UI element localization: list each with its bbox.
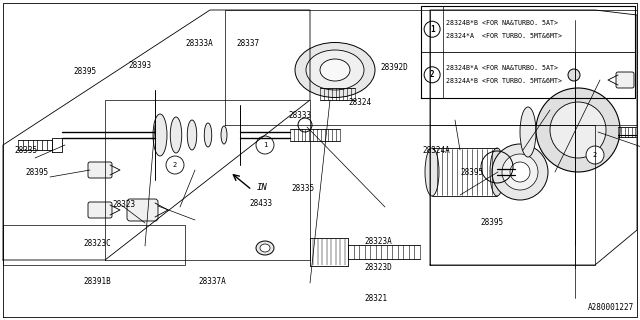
Circle shape bbox=[510, 162, 530, 182]
Circle shape bbox=[550, 102, 606, 158]
Text: 28324A*B <FOR TURBO. 5MT&6MT>: 28324A*B <FOR TURBO. 5MT&6MT> bbox=[446, 78, 562, 84]
Text: 28392D: 28392D bbox=[381, 63, 408, 72]
Text: 28395: 28395 bbox=[480, 218, 503, 227]
Text: 28335: 28335 bbox=[291, 184, 314, 193]
Text: 2: 2 bbox=[430, 70, 435, 79]
Text: 28324*A  <FOR TURBO. 5MT&6MT>: 28324*A <FOR TURBO. 5MT&6MT> bbox=[446, 33, 562, 39]
FancyBboxPatch shape bbox=[127, 199, 158, 221]
Text: 28323: 28323 bbox=[112, 200, 135, 209]
FancyBboxPatch shape bbox=[616, 72, 634, 88]
Text: 2: 2 bbox=[593, 152, 597, 158]
Ellipse shape bbox=[593, 121, 600, 143]
Text: 28335: 28335 bbox=[14, 146, 37, 155]
Text: 28337: 28337 bbox=[237, 39, 260, 48]
Text: 28391B: 28391B bbox=[83, 277, 111, 286]
Ellipse shape bbox=[490, 148, 504, 196]
Circle shape bbox=[568, 69, 580, 81]
FancyBboxPatch shape bbox=[88, 202, 112, 218]
Text: 28337A: 28337A bbox=[198, 277, 226, 286]
Ellipse shape bbox=[153, 114, 167, 156]
Ellipse shape bbox=[256, 241, 274, 255]
Text: 28395: 28395 bbox=[26, 168, 49, 177]
Ellipse shape bbox=[575, 118, 584, 146]
Ellipse shape bbox=[295, 43, 375, 98]
Ellipse shape bbox=[260, 244, 270, 252]
Circle shape bbox=[492, 144, 548, 200]
Text: 28324: 28324 bbox=[349, 98, 372, 107]
Ellipse shape bbox=[188, 120, 196, 150]
Circle shape bbox=[586, 146, 604, 164]
Text: 28393: 28393 bbox=[128, 61, 151, 70]
Ellipse shape bbox=[320, 59, 350, 81]
Text: 28323C: 28323C bbox=[83, 239, 111, 248]
Ellipse shape bbox=[204, 123, 212, 147]
Ellipse shape bbox=[538, 111, 552, 153]
Circle shape bbox=[256, 136, 274, 154]
Text: 28324B*A <FOR NA&TURBO. 5AT>: 28324B*A <FOR NA&TURBO. 5AT> bbox=[446, 65, 558, 71]
Circle shape bbox=[166, 156, 184, 174]
Text: 28333A: 28333A bbox=[186, 39, 213, 48]
Text: 28321: 28321 bbox=[365, 294, 388, 303]
Text: 28333: 28333 bbox=[288, 111, 311, 120]
Text: IN: IN bbox=[257, 182, 268, 191]
Ellipse shape bbox=[221, 126, 227, 144]
Text: 28324A: 28324A bbox=[422, 146, 450, 155]
Text: 28395: 28395 bbox=[74, 68, 97, 76]
Circle shape bbox=[502, 154, 538, 190]
Text: 2: 2 bbox=[173, 162, 177, 168]
Text: A280001227: A280001227 bbox=[588, 303, 634, 312]
Circle shape bbox=[424, 21, 440, 37]
Text: 28323A: 28323A bbox=[365, 237, 392, 246]
Ellipse shape bbox=[556, 115, 568, 149]
Circle shape bbox=[424, 67, 440, 83]
Ellipse shape bbox=[520, 107, 536, 157]
Text: 1: 1 bbox=[263, 142, 267, 148]
Ellipse shape bbox=[170, 117, 182, 153]
Ellipse shape bbox=[306, 50, 364, 90]
FancyBboxPatch shape bbox=[88, 162, 112, 178]
Text: 28395: 28395 bbox=[461, 168, 484, 177]
Text: 1: 1 bbox=[430, 25, 435, 34]
Text: 28324B*B <FOR NA&TURBO. 5AT>: 28324B*B <FOR NA&TURBO. 5AT> bbox=[446, 20, 558, 26]
Ellipse shape bbox=[425, 148, 439, 196]
Text: 28433: 28433 bbox=[250, 199, 273, 208]
Circle shape bbox=[536, 88, 620, 172]
Text: 28323D: 28323D bbox=[365, 263, 392, 272]
